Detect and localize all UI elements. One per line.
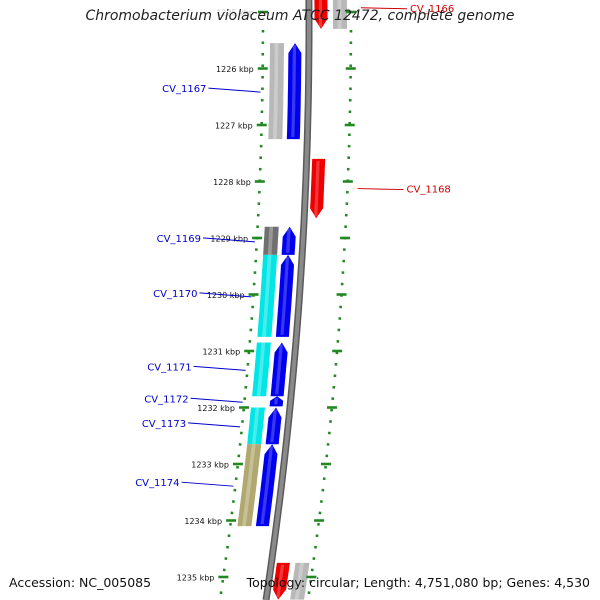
gene-label-cv-1169[interactable]: CV_1169 bbox=[157, 234, 201, 245]
gene-arrow-cv-1167-shade bbox=[291, 45, 296, 138]
info-sep-1: ; bbox=[355, 575, 364, 590]
gene-leader-cv-1171 bbox=[193, 365, 246, 371]
gene-arrow-cv-1168-shade bbox=[314, 160, 320, 217]
gene-label-cv-1168[interactable]: CV_1168 bbox=[407, 185, 451, 196]
gene-arrow-unlabeled-1-shade bbox=[276, 564, 285, 598]
gene-arrow-cv-1168 bbox=[310, 158, 326, 219]
feature-block-5-shade bbox=[256, 342, 266, 397]
gene-label-cv-1166[interactable]: CV_1166 bbox=[410, 4, 454, 15]
feature-block-7-shade bbox=[242, 444, 256, 527]
gene-arrow-cv-1174-shade bbox=[260, 446, 273, 525]
feature-block-3 bbox=[263, 226, 279, 255]
gene-leader-cv-1170 bbox=[199, 292, 252, 298]
topology-text: Topology: circular bbox=[246, 575, 356, 590]
feature-block-2-shade bbox=[273, 43, 279, 140]
gene-leader-cv-1169 bbox=[202, 237, 255, 243]
tick-label-1233: 1233 kbp bbox=[191, 461, 229, 470]
tick-label-1231: 1231 kbp bbox=[202, 348, 240, 357]
gene-label-cv-1170[interactable]: CV_1170 bbox=[153, 289, 197, 300]
feature-block-6 bbox=[247, 407, 265, 445]
gene-label-cv-1173[interactable]: CV_1173 bbox=[142, 419, 186, 430]
gene-arrow-cv-1166-shade bbox=[318, 0, 323, 27]
tick-label-1232: 1232 kbp bbox=[197, 404, 235, 413]
gene-label-cv-1174[interactable]: CV_1174 bbox=[135, 478, 179, 489]
feature-block-4-shade bbox=[262, 254, 272, 337]
feature-block-3-shade bbox=[267, 226, 274, 255]
tick-rail-right bbox=[306, 29, 353, 600]
gene-leader-cv-1168 bbox=[357, 188, 404, 191]
tick-label-1234: 1234 kbp bbox=[184, 517, 222, 526]
feature-block-8 bbox=[290, 562, 310, 600]
feature-block-6-shade bbox=[251, 407, 260, 445]
gene-arrow-cv-1170-shade bbox=[280, 256, 290, 335]
gene-arrow-cv-1169 bbox=[281, 226, 296, 255]
tick-label-1235: 1235 kbp bbox=[177, 574, 215, 583]
gene-arrow-cv-1171-shade bbox=[275, 344, 283, 395]
gene-arrow-unlabeled-1 bbox=[273, 562, 290, 600]
tick-label-1229: 1229 kbp bbox=[210, 235, 248, 244]
backbone-line bbox=[264, 0, 311, 600]
gene-arrow-cv-1171 bbox=[270, 342, 288, 397]
gene-label-cv-1172[interactable]: CV_1172 bbox=[144, 394, 188, 405]
info-sep-2: ; bbox=[498, 575, 507, 590]
feature-block-7 bbox=[237, 444, 262, 527]
gene-arrow-cv-1166 bbox=[314, 0, 328, 29]
feature-block-1-shade bbox=[337, 0, 342, 29]
tick-label-1228: 1228 kbp bbox=[213, 178, 251, 187]
gene-arrow-cv-1170 bbox=[275, 254, 294, 337]
tick-label-1225: 1225 kbp bbox=[216, 9, 254, 18]
gene-arrow-cv-1174 bbox=[255, 444, 278, 527]
gene-leader-cv-1173 bbox=[188, 422, 241, 428]
feature-block-2 bbox=[268, 43, 284, 140]
genes-text: Genes: 4,530 bbox=[506, 575, 590, 590]
gene-leader-cv-1174 bbox=[181, 481, 234, 487]
map-title: Chromobacterium violaceum ATCC 12472, co… bbox=[85, 8, 515, 24]
feature-block-1 bbox=[332, 0, 347, 29]
genome-info: Topology: circular; Length: 4,751,080 bp… bbox=[247, 575, 590, 590]
gene-arrow-cv-1172 bbox=[269, 396, 284, 407]
tick-label-1226: 1226 kbp bbox=[216, 65, 254, 74]
feature-block-8-shade bbox=[294, 562, 304, 600]
tick-label-1227: 1227 kbp bbox=[215, 122, 253, 131]
gene-arrow-cv-1173-shade bbox=[270, 409, 277, 443]
feature-block-5 bbox=[252, 342, 271, 397]
gene-leader-cv-1167 bbox=[208, 87, 261, 93]
accession-text: Accession: NC_005085 bbox=[9, 575, 152, 590]
feature-block-4 bbox=[257, 254, 278, 337]
gene-leader-cv-1172 bbox=[190, 397, 243, 403]
tick-label-1230: 1230 kbp bbox=[207, 291, 245, 300]
length-text: Length: 4,751,080 bp bbox=[363, 575, 499, 590]
gene-arrow-cv-1169-shade bbox=[286, 228, 291, 253]
gene-leader-cv-1166 bbox=[360, 7, 407, 10]
gene-label-cv-1167[interactable]: CV_1167 bbox=[162, 84, 206, 95]
gene-arrow-cv-1173 bbox=[265, 407, 282, 445]
gene-arrow-cv-1167 bbox=[286, 43, 302, 140]
gene-label-cv-1171[interactable]: CV_1171 bbox=[147, 362, 191, 373]
gene-arrow-cv-1172-shade bbox=[274, 398, 278, 405]
